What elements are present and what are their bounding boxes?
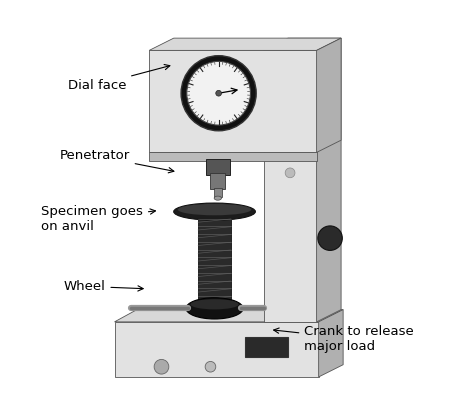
Ellipse shape <box>191 299 238 309</box>
Polygon shape <box>317 38 341 322</box>
Bar <box>214 187 222 197</box>
Circle shape <box>285 168 295 178</box>
Text: Dial face: Dial face <box>68 65 170 92</box>
Polygon shape <box>319 309 343 377</box>
Polygon shape <box>149 51 317 152</box>
Circle shape <box>318 226 342 250</box>
Circle shape <box>205 361 216 372</box>
Circle shape <box>216 90 221 96</box>
Text: Penetrator: Penetrator <box>59 149 174 173</box>
Polygon shape <box>115 309 343 322</box>
Bar <box>198 210 231 309</box>
Bar <box>210 173 225 189</box>
Polygon shape <box>264 51 317 322</box>
Text: Wheel: Wheel <box>64 280 143 293</box>
Ellipse shape <box>186 298 243 319</box>
Polygon shape <box>264 38 341 51</box>
Text: Crank to release
major load: Crank to release major load <box>273 326 414 353</box>
Circle shape <box>181 55 256 131</box>
Circle shape <box>154 359 169 374</box>
Polygon shape <box>149 152 317 161</box>
Ellipse shape <box>178 204 251 215</box>
Text: Specimen goes
on anvil: Specimen goes on anvil <box>41 205 155 233</box>
Bar <box>245 337 288 356</box>
Ellipse shape <box>174 203 255 220</box>
Polygon shape <box>115 322 319 377</box>
Bar <box>206 159 230 175</box>
Ellipse shape <box>214 196 221 200</box>
Polygon shape <box>317 38 341 152</box>
Polygon shape <box>149 38 341 51</box>
Circle shape <box>187 61 250 125</box>
